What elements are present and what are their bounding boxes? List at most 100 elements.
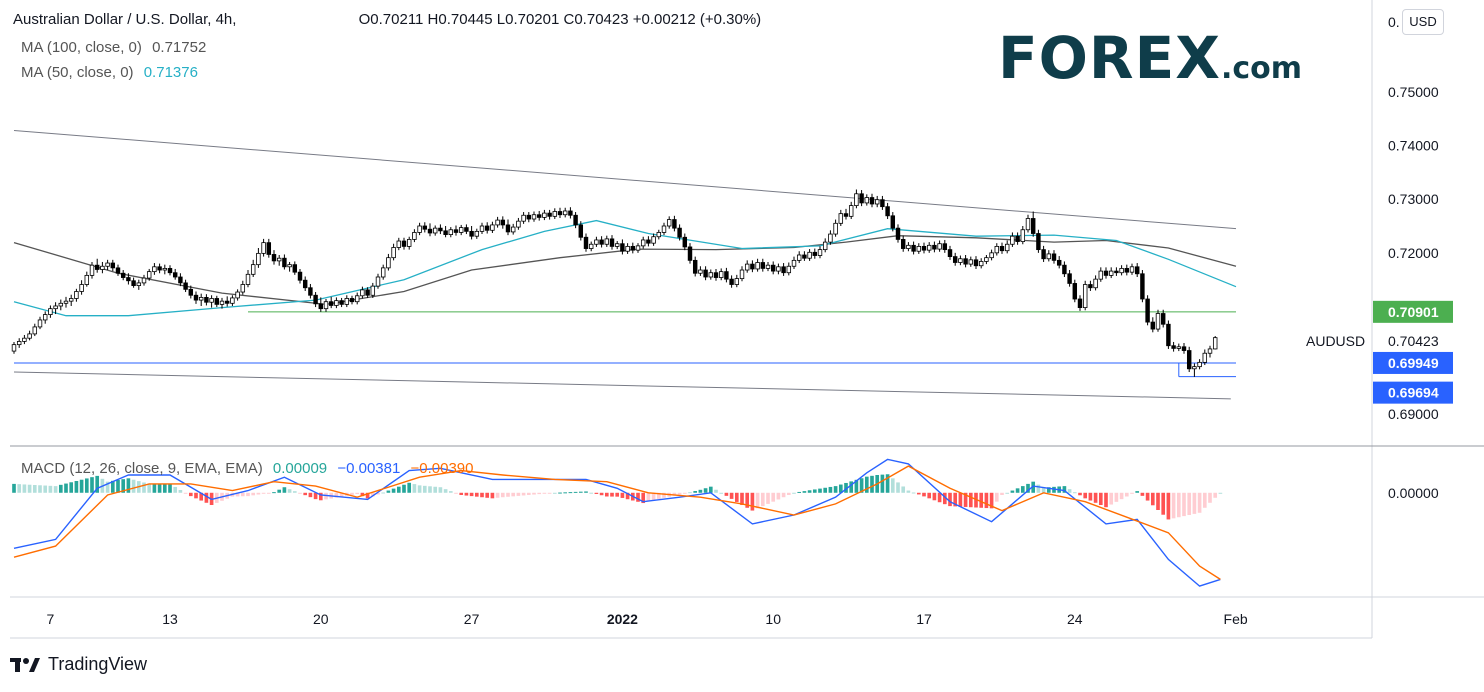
candle[interactable] [885, 202, 890, 220]
candle[interactable] [469, 226, 474, 240]
candle[interactable] [718, 268, 724, 281]
candle[interactable] [354, 292, 360, 305]
candle[interactable] [209, 295, 214, 308]
candle[interactable] [968, 256, 974, 267]
candle[interactable] [318, 297, 324, 312]
candle[interactable] [1030, 211, 1036, 237]
candle[interactable] [323, 299, 329, 312]
candle[interactable] [308, 283, 313, 299]
candle[interactable] [926, 242, 932, 253]
candle[interactable] [79, 280, 84, 295]
candle[interactable] [661, 222, 667, 236]
candle[interactable] [625, 243, 630, 254]
candle[interactable] [68, 294, 74, 306]
candle[interactable] [656, 229, 662, 240]
candle[interactable] [864, 194, 870, 206]
candle[interactable] [1046, 250, 1052, 262]
candle[interactable] [193, 291, 199, 304]
candle[interactable] [406, 236, 412, 250]
candle[interactable] [172, 268, 178, 280]
candle[interactable] [339, 297, 344, 308]
candle[interactable] [464, 224, 469, 235]
candle[interactable] [152, 263, 157, 275]
candle[interactable] [27, 330, 32, 341]
candle[interactable] [557, 207, 563, 218]
candle[interactable] [1202, 349, 1208, 366]
candle[interactable] [146, 268, 152, 281]
candle[interactable] [276, 254, 282, 266]
candle[interactable] [1140, 270, 1145, 303]
candle[interactable] [880, 195, 885, 210]
candle[interactable] [994, 243, 1000, 256]
candle[interactable] [495, 216, 500, 228]
candle[interactable] [313, 292, 318, 308]
candle[interactable] [22, 334, 27, 345]
candle[interactable] [833, 219, 838, 237]
candle[interactable] [599, 236, 604, 248]
candle[interactable] [770, 261, 776, 275]
candle[interactable] [396, 237, 402, 251]
candle[interactable] [126, 273, 131, 285]
candle[interactable] [828, 230, 833, 245]
candle[interactable] [906, 242, 911, 252]
candle[interactable] [640, 236, 646, 249]
candle[interactable] [287, 261, 292, 272]
candle[interactable] [724, 267, 729, 283]
ma100-line[interactable] [13, 235, 1237, 306]
trendline-0[interactable] [13, 129, 1237, 230]
candle[interactable] [349, 295, 355, 305]
candle[interactable] [937, 240, 942, 252]
candle[interactable] [505, 219, 511, 236]
candle[interactable] [240, 280, 246, 295]
candle[interactable] [973, 256, 979, 269]
candle[interactable] [375, 273, 381, 289]
candle[interactable] [401, 237, 407, 250]
candle[interactable] [1119, 265, 1124, 276]
candle[interactable] [739, 266, 745, 282]
candle[interactable] [500, 216, 506, 229]
candle[interactable] [677, 224, 682, 241]
candle[interactable] [141, 274, 147, 286]
candle[interactable] [271, 250, 277, 265]
candle[interactable] [427, 223, 433, 237]
candle[interactable] [386, 253, 391, 271]
level-label-box[interactable] [1373, 351, 1453, 374]
candle[interactable] [370, 282, 376, 298]
candle[interactable] [672, 215, 677, 232]
candle[interactable] [1192, 363, 1197, 377]
candle[interactable] [1145, 295, 1150, 326]
candle[interactable] [1072, 279, 1078, 303]
candle[interactable] [869, 193, 875, 208]
candle[interactable] [458, 224, 464, 236]
candle[interactable] [978, 258, 984, 269]
candle[interactable] [614, 241, 620, 250]
candle[interactable] [443, 226, 448, 238]
candle[interactable] [1025, 214, 1031, 233]
candle[interactable] [692, 256, 698, 277]
candle[interactable] [37, 316, 43, 330]
candle[interactable] [74, 288, 79, 302]
candle[interactable] [474, 228, 480, 239]
candle[interactable] [157, 263, 162, 274]
candle[interactable] [1056, 256, 1062, 269]
candle[interactable] [1098, 267, 1104, 282]
candle[interactable] [734, 274, 740, 288]
candle[interactable] [916, 243, 922, 254]
symbol-title[interactable]: Australian Dollar / U.S. Dollar, 4h, [13, 11, 237, 28]
candle[interactable] [516, 217, 521, 230]
candle[interactable] [682, 233, 688, 251]
candle[interactable] [547, 209, 552, 220]
candle[interactable] [1166, 320, 1171, 349]
candle[interactable] [578, 221, 584, 241]
candle[interactable] [562, 207, 568, 218]
candle[interactable] [292, 261, 298, 275]
candle[interactable] [942, 239, 948, 253]
candle[interactable] [952, 252, 958, 266]
candle[interactable] [432, 225, 438, 236]
candle[interactable] [890, 212, 896, 232]
candle[interactable] [214, 295, 220, 308]
candle[interactable] [328, 296, 334, 309]
trendline-1[interactable] [13, 371, 1231, 400]
candle[interactable] [1114, 267, 1119, 276]
candle[interactable] [100, 261, 105, 274]
